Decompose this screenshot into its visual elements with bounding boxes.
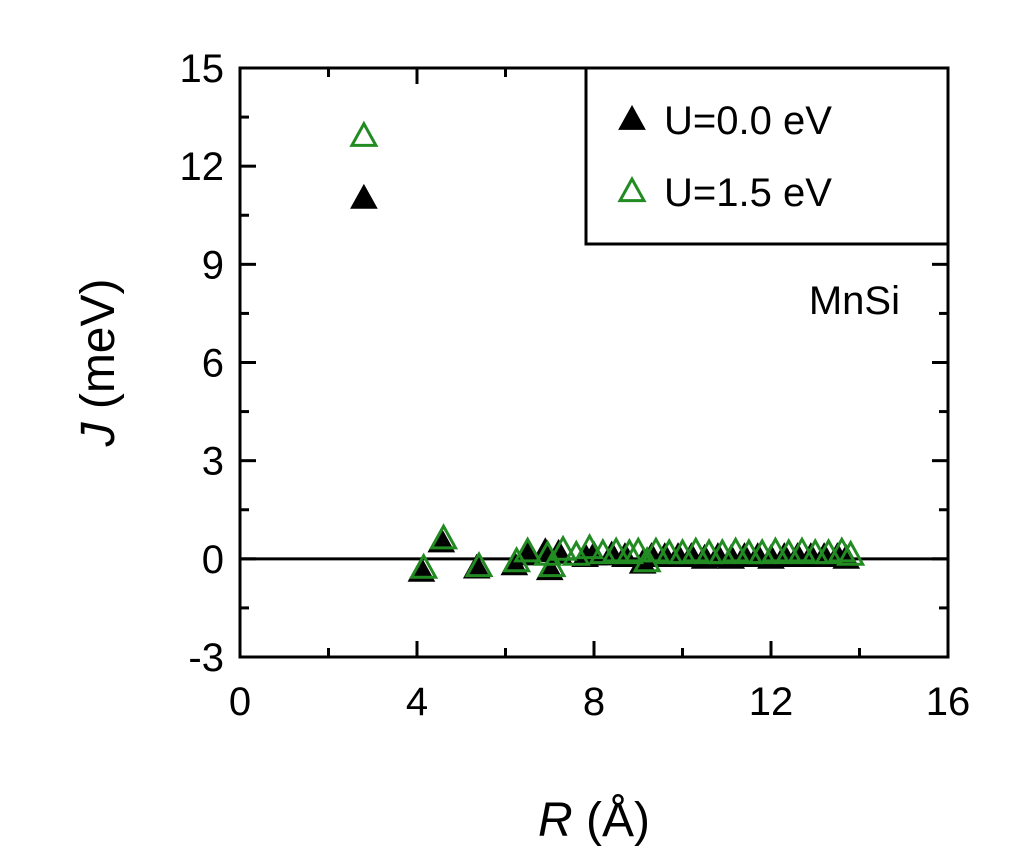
data-point-series-1	[601, 536, 631, 563]
y-tick-label: 9	[202, 243, 224, 287]
legend-marker-1	[617, 175, 647, 203]
x-tick-label: 8	[583, 680, 605, 724]
legend-label-0: U=0.0 eV	[664, 99, 832, 143]
x-tick-label: 16	[926, 680, 971, 724]
y-tick-label: 15	[180, 47, 225, 91]
data-point-series-1	[623, 536, 653, 563]
data-point-series-1	[681, 536, 711, 563]
y-tick-label: 3	[202, 440, 224, 484]
x-axis-title: R (Å)	[538, 794, 650, 847]
data-point-series-1	[787, 536, 817, 563]
legend-marker-0	[618, 104, 646, 130]
y-tick-label: 0	[202, 538, 224, 582]
data-point-series-1	[429, 523, 459, 550]
x-tick-label: 12	[749, 680, 794, 724]
data-point-series-1	[537, 550, 567, 578]
data-point-series-1	[513, 536, 543, 563]
chart-annotation: MnSi	[809, 279, 900, 323]
data-point-series-1	[548, 534, 578, 561]
data-point-series-1	[614, 537, 644, 565]
legend-label-1: U=1.5 eV	[664, 171, 832, 215]
data-point-series-1	[641, 536, 671, 563]
chart-legend: U=0.0 eV U=1.5 eV	[584, 66, 950, 246]
data-point-series-1	[409, 552, 439, 579]
chart-marks-layer	[349, 120, 866, 582]
data-point-series-1	[721, 536, 751, 563]
data-point-series-1	[464, 550, 494, 578]
legend-box	[584, 66, 950, 246]
data-point-series-1	[760, 536, 790, 563]
data-point-series-0	[350, 183, 378, 209]
y-tick-label: -3	[188, 636, 224, 680]
y-tick-label: 6	[202, 342, 224, 386]
data-point-series-1	[836, 539, 866, 566]
data-point-series-1	[349, 120, 379, 147]
x-tick-label: 4	[406, 680, 428, 724]
y-axis-title: J (meV)	[72, 279, 125, 448]
x-tick-label: 0	[229, 680, 251, 724]
data-point-series-1	[575, 532, 605, 560]
y-tick-label: 12	[180, 145, 225, 189]
data-point-series-1	[561, 539, 591, 566]
